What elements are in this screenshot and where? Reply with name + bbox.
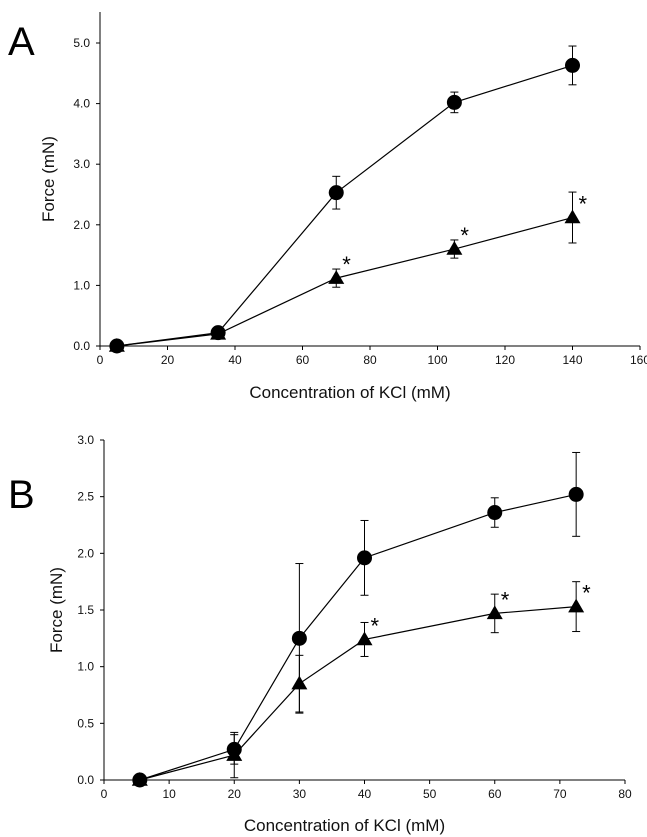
panel-label: A xyxy=(8,20,35,64)
y-tick-label: 1.5 xyxy=(77,603,94,617)
x-tick-label: 100 xyxy=(427,353,447,367)
data-point-triangle xyxy=(356,631,373,646)
data-point-circle xyxy=(568,486,584,502)
series-triangle: * * * xyxy=(108,192,588,352)
y-tick-label: 3.0 xyxy=(73,157,90,171)
y-tick-label: 0.0 xyxy=(77,773,94,787)
series-line-triangle xyxy=(139,606,577,781)
series-triangle: * * * xyxy=(131,581,591,786)
x-tick-label: 70 xyxy=(553,787,567,801)
panel-label: B xyxy=(8,473,35,517)
y-tick-label: 5.0 xyxy=(73,36,90,50)
x-tick-label: 80 xyxy=(618,787,632,801)
data-point-triangle xyxy=(446,241,463,255)
x-tick-label: 0 xyxy=(97,353,104,367)
y-tick-label: 2.5 xyxy=(77,490,94,504)
significance-marker: * xyxy=(582,581,591,606)
x-tick-label: 30 xyxy=(293,787,307,801)
y-tick-label: 2.0 xyxy=(73,218,90,232)
series-line-circle xyxy=(116,64,573,347)
y-tick-label: 0.5 xyxy=(77,716,94,730)
data-point-triangle xyxy=(131,772,148,786)
x-tick-label: 80 xyxy=(363,353,377,367)
y-axis-label: Force (mN) xyxy=(47,567,66,653)
series-line-triangle xyxy=(116,216,573,347)
data-point-triangle xyxy=(564,209,581,224)
y-tick-label: 1.0 xyxy=(73,278,90,292)
data-point-circle xyxy=(487,505,503,521)
x-tick-label: 40 xyxy=(228,353,242,367)
x-tick-label: 50 xyxy=(423,787,437,801)
x-tick-label: 60 xyxy=(296,353,310,367)
x-tick-label: 120 xyxy=(495,353,515,367)
series-circle xyxy=(109,45,580,354)
x-tick-label: 20 xyxy=(228,787,242,801)
x-tick-label: 0 xyxy=(101,787,108,801)
x-tick-label: 10 xyxy=(162,787,176,801)
y-tick-label: 0.0 xyxy=(73,339,90,353)
y-tick-label: 3.0 xyxy=(77,433,94,447)
significance-marker: * xyxy=(501,587,510,612)
data-point-circle xyxy=(291,630,307,646)
x-tick-label: 140 xyxy=(562,353,582,367)
data-point-circle xyxy=(328,185,344,201)
significance-marker: * xyxy=(371,613,380,638)
x-tick-label: 20 xyxy=(161,353,175,367)
data-point-triangle xyxy=(108,338,125,352)
data-point-circle xyxy=(357,550,372,566)
x-tick-label: 40 xyxy=(358,787,372,801)
data-point-circle xyxy=(446,94,462,110)
y-tick-label: 1.0 xyxy=(77,660,94,674)
significance-marker: * xyxy=(460,223,469,248)
significance-marker: * xyxy=(579,192,588,217)
y-axis-label: Force (mN) xyxy=(39,136,58,222)
data-point-triangle xyxy=(328,270,345,284)
x-axis-label: Concentration of KCl (mM) xyxy=(244,816,445,835)
data-point-triangle xyxy=(291,675,308,690)
data-point-triangle xyxy=(226,747,243,761)
data-point-circle xyxy=(565,57,580,73)
chart-panel-a: A 0 20 40 60 80 100 120 140 160 0.0 1.0 2.0 3.0 4.0 5.0… xyxy=(8,12,647,402)
x-tick-label: 160 xyxy=(630,353,647,367)
data-point-triangle xyxy=(568,598,585,613)
y-tick-label: 4.0 xyxy=(73,97,90,111)
significance-marker: * xyxy=(342,252,351,277)
series-line-circle xyxy=(139,493,577,781)
data-point-triangle xyxy=(486,605,503,620)
x-tick-label: 60 xyxy=(488,787,502,801)
data-point-triangle xyxy=(210,325,227,340)
series-circle xyxy=(132,451,584,788)
x-axis-label: Concentration of KCl (mM) xyxy=(249,383,450,402)
y-tick-label: 2.0 xyxy=(77,546,94,560)
chart-panel-b: B 0 10 20 30 40 50 60 70 80 0.0 0.5 1.0 1.5 2.0 2.5 3.0 C… xyxy=(8,433,632,835)
